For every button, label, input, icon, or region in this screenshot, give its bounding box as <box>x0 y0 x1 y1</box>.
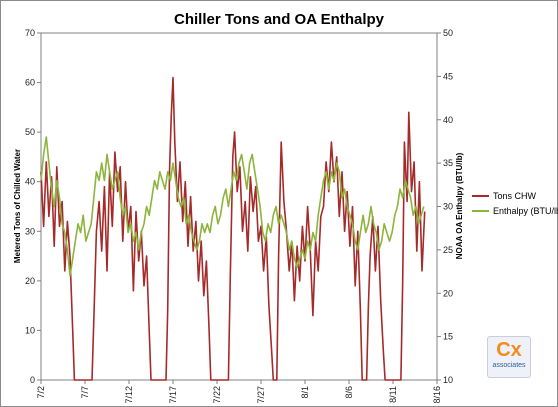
legend: Tons CHW Enthalpy (BTU/lb) <box>472 191 558 216</box>
y2-axis-label: NOAA OA Enthalpy (BTU/lb) <box>455 152 464 259</box>
x-tick-label: 8/16 <box>432 386 442 404</box>
y2-tick-label: 30 <box>443 202 453 212</box>
series-line-enthalpy <box>40 136 425 277</box>
y-tick-label: 20 <box>25 276 35 286</box>
y2-tick-label: 45 <box>443 71 453 81</box>
x-tick-label: 8/6 <box>344 386 354 399</box>
y2-tick-label: 25 <box>443 245 453 255</box>
logo-mark: Cx <box>496 339 522 361</box>
x-tick-label: 7/27 <box>256 386 266 404</box>
y2-tick-label: 10 <box>443 375 453 385</box>
series-line-tons-chw <box>40 76 426 381</box>
plot-area: 0 10 20 30 40 50 60 70 10 15 20 25 30 35 40 45 50 7/2 7/7 7… <box>25 28 453 404</box>
y-tick-label: 50 <box>25 127 35 137</box>
y2-tick-label: 35 <box>443 158 453 168</box>
x-tick-label: 7/2 <box>36 386 46 399</box>
legend-label-tons: Tons CHW <box>493 191 537 201</box>
y-tick-label: 70 <box>25 28 35 38</box>
y2-tick-label: 50 <box>443 28 453 38</box>
logo-subtext: associates <box>492 362 526 369</box>
x-tick-label: 7/22 <box>212 386 222 404</box>
y-tick-label: 10 <box>25 325 35 335</box>
y2-tick-label: 40 <box>443 115 453 125</box>
y2-tick-label: 20 <box>443 288 453 298</box>
y-axis-label: Metered Tons of Chilled Water <box>13 149 22 263</box>
plot-border <box>40 32 438 381</box>
y-tick-label: 0 <box>30 375 35 385</box>
y-tick-label: 60 <box>25 78 35 88</box>
x-tick-label: 8/11 <box>388 386 398 403</box>
y2-tick-label: 15 <box>443 332 453 342</box>
cx-associates-logo: Cx associates <box>487 336 531 378</box>
x-tick-label: 7/12 <box>124 386 134 404</box>
x-tick-label: 7/17 <box>168 386 178 404</box>
chart-title: Chiller Tons and OA Enthalpy <box>174 11 385 28</box>
x-tick-label: 7/7 <box>80 386 90 399</box>
x-tick-label: 8/1 <box>300 386 310 399</box>
legend-label-enthalpy: Enthalpy (BTU/lb) <box>493 206 558 216</box>
y-tick-label: 30 <box>25 226 35 236</box>
y-tick-label: 40 <box>25 177 35 187</box>
